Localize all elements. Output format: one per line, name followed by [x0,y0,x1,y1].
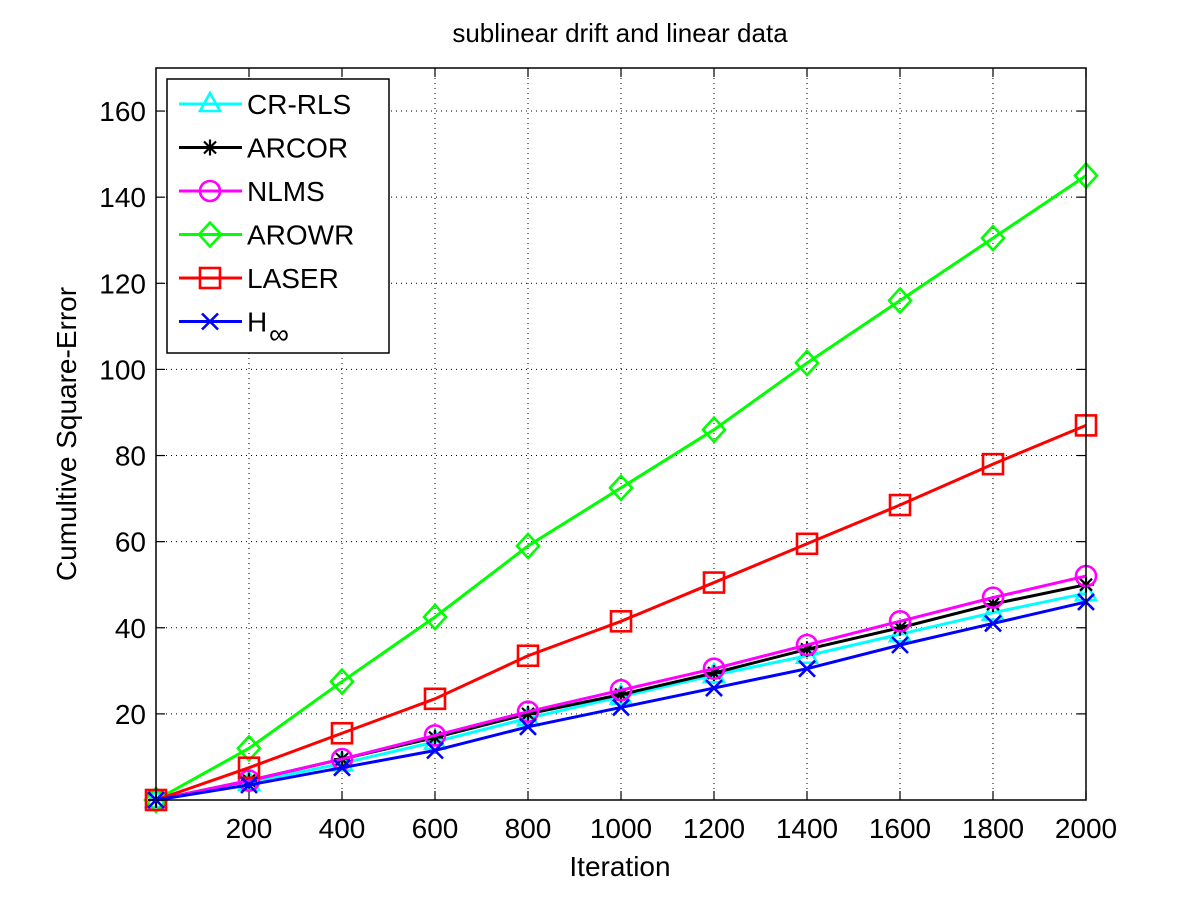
data-point-arcor [799,641,815,658]
x-tick-label: 400 [319,813,366,844]
series-line-arowr [155,174,1087,802]
data-point-h [705,679,723,697]
x-tick-label: 200 [226,813,273,844]
legend-entry-laser: LASER [179,263,339,294]
legend-label: NLMS [247,176,325,207]
legend-label: ARCOR [247,133,348,164]
data-point-nlms [702,657,726,680]
data-point-arowr [980,224,1006,253]
data-point-arowr [701,415,727,444]
y-tick-label: 160 [99,96,146,127]
legend-entry-arcor: ARCOR [179,133,348,164]
x-tick-label: 600 [412,813,459,844]
data-point-arcor [985,596,1001,613]
tick-labels: 200 400 600 800 1000 1200 1400 1600 1800 2000 20 40… [99,96,1117,844]
data-point-h [240,776,258,794]
data-point-laser [237,756,261,780]
data-point-nlms [795,633,819,657]
legend-label: AROWR [247,220,354,251]
x-tick-label: 1000 [590,813,652,844]
plot-frame [155,67,1087,801]
data-point-laser [330,721,354,745]
data-point-arcor [427,729,443,746]
x-tick-label: 2000 [1055,813,1117,844]
chart-title: sublinear drift and linear data [452,18,788,48]
data-point-laser [981,452,1005,476]
y-tick-label: 140 [99,182,146,213]
data-point-laser [423,687,447,711]
legend-swatch-marker [197,220,223,249]
data-point-laser [609,610,633,633]
x-tick-label: 1200 [683,813,745,844]
data-point-nlms [423,724,447,747]
data-point-arcor [892,619,908,636]
data-point-laser [888,493,912,517]
x-axis-label: Iteration [569,851,670,882]
data-point-nlms [237,769,261,792]
legend-entry-nlms: NLMS [179,176,325,207]
data-point-arcor [613,686,629,703]
data-point-arowr [608,473,634,502]
legend-label: H [247,307,267,338]
series-laser [144,414,1098,812]
legend-swatch-marker [198,179,222,203]
data-point-nlms [888,610,912,633]
x-tick-label: 1400 [776,813,838,844]
data-point-h [333,758,351,777]
data-point-h [426,741,444,760]
data-point-arcor [706,664,722,681]
y-tick-label: 60 [115,527,146,558]
legend-label-subscript: ∞ [269,319,289,350]
y-tick-label: 100 [99,354,146,385]
series-line-nlms [155,574,1087,802]
legend-swatch-marker [197,90,223,113]
data-point-arcor [520,705,536,722]
data-point-h [519,717,537,736]
y-tick-label: 40 [115,613,146,644]
legend-entry-cr-rls: CR-RLS [179,89,351,120]
legend-label: LASER [247,263,339,294]
x-tick-label: 800 [505,813,552,844]
data-point-h [891,636,909,654]
legend-swatch-marker [198,266,222,290]
data-point-nlms [609,678,633,702]
legend-swatch-marker [202,139,218,156]
y-axis-label: Cumultive Square-Error [51,287,82,581]
data-point-cr-rls [980,599,1006,621]
y-tick-label: 80 [115,441,146,472]
data-point-arowr [515,532,541,560]
x-tick-label: 1600 [869,813,931,844]
y-tick-label: 20 [115,699,146,730]
data-point-laser [516,644,540,668]
series-h [147,593,1095,809]
series-nlms [144,564,1098,812]
series-arowr [143,161,1099,814]
data-point-laser [795,532,819,556]
legend-swatch-marker [201,312,219,331]
data-point-arowr [794,349,820,377]
legend-box [166,78,390,354]
data-point-nlms [981,586,1005,609]
legend-label: CR-RLS [247,89,351,120]
x-tick-label: 1800 [962,813,1024,844]
data-point-arowr [329,667,355,696]
data-point-arowr [887,286,913,315]
data-point-h [798,659,816,678]
y-tick-label: 120 [99,268,146,299]
data-point-arowr [236,734,262,763]
data-point-arowr [422,603,448,631]
legend: CR-RLS ARCOR NLMS AROWR LASER H ∞ [166,78,390,354]
data-point-laser [702,571,726,594]
data-point-h [984,614,1002,633]
data-point-h [612,698,630,717]
series-line-laser [155,424,1087,802]
data-point-nlms [516,700,540,724]
legend-entry-arowr: AROWR [179,220,354,251]
legend-entry-h: H ∞ [179,307,289,350]
